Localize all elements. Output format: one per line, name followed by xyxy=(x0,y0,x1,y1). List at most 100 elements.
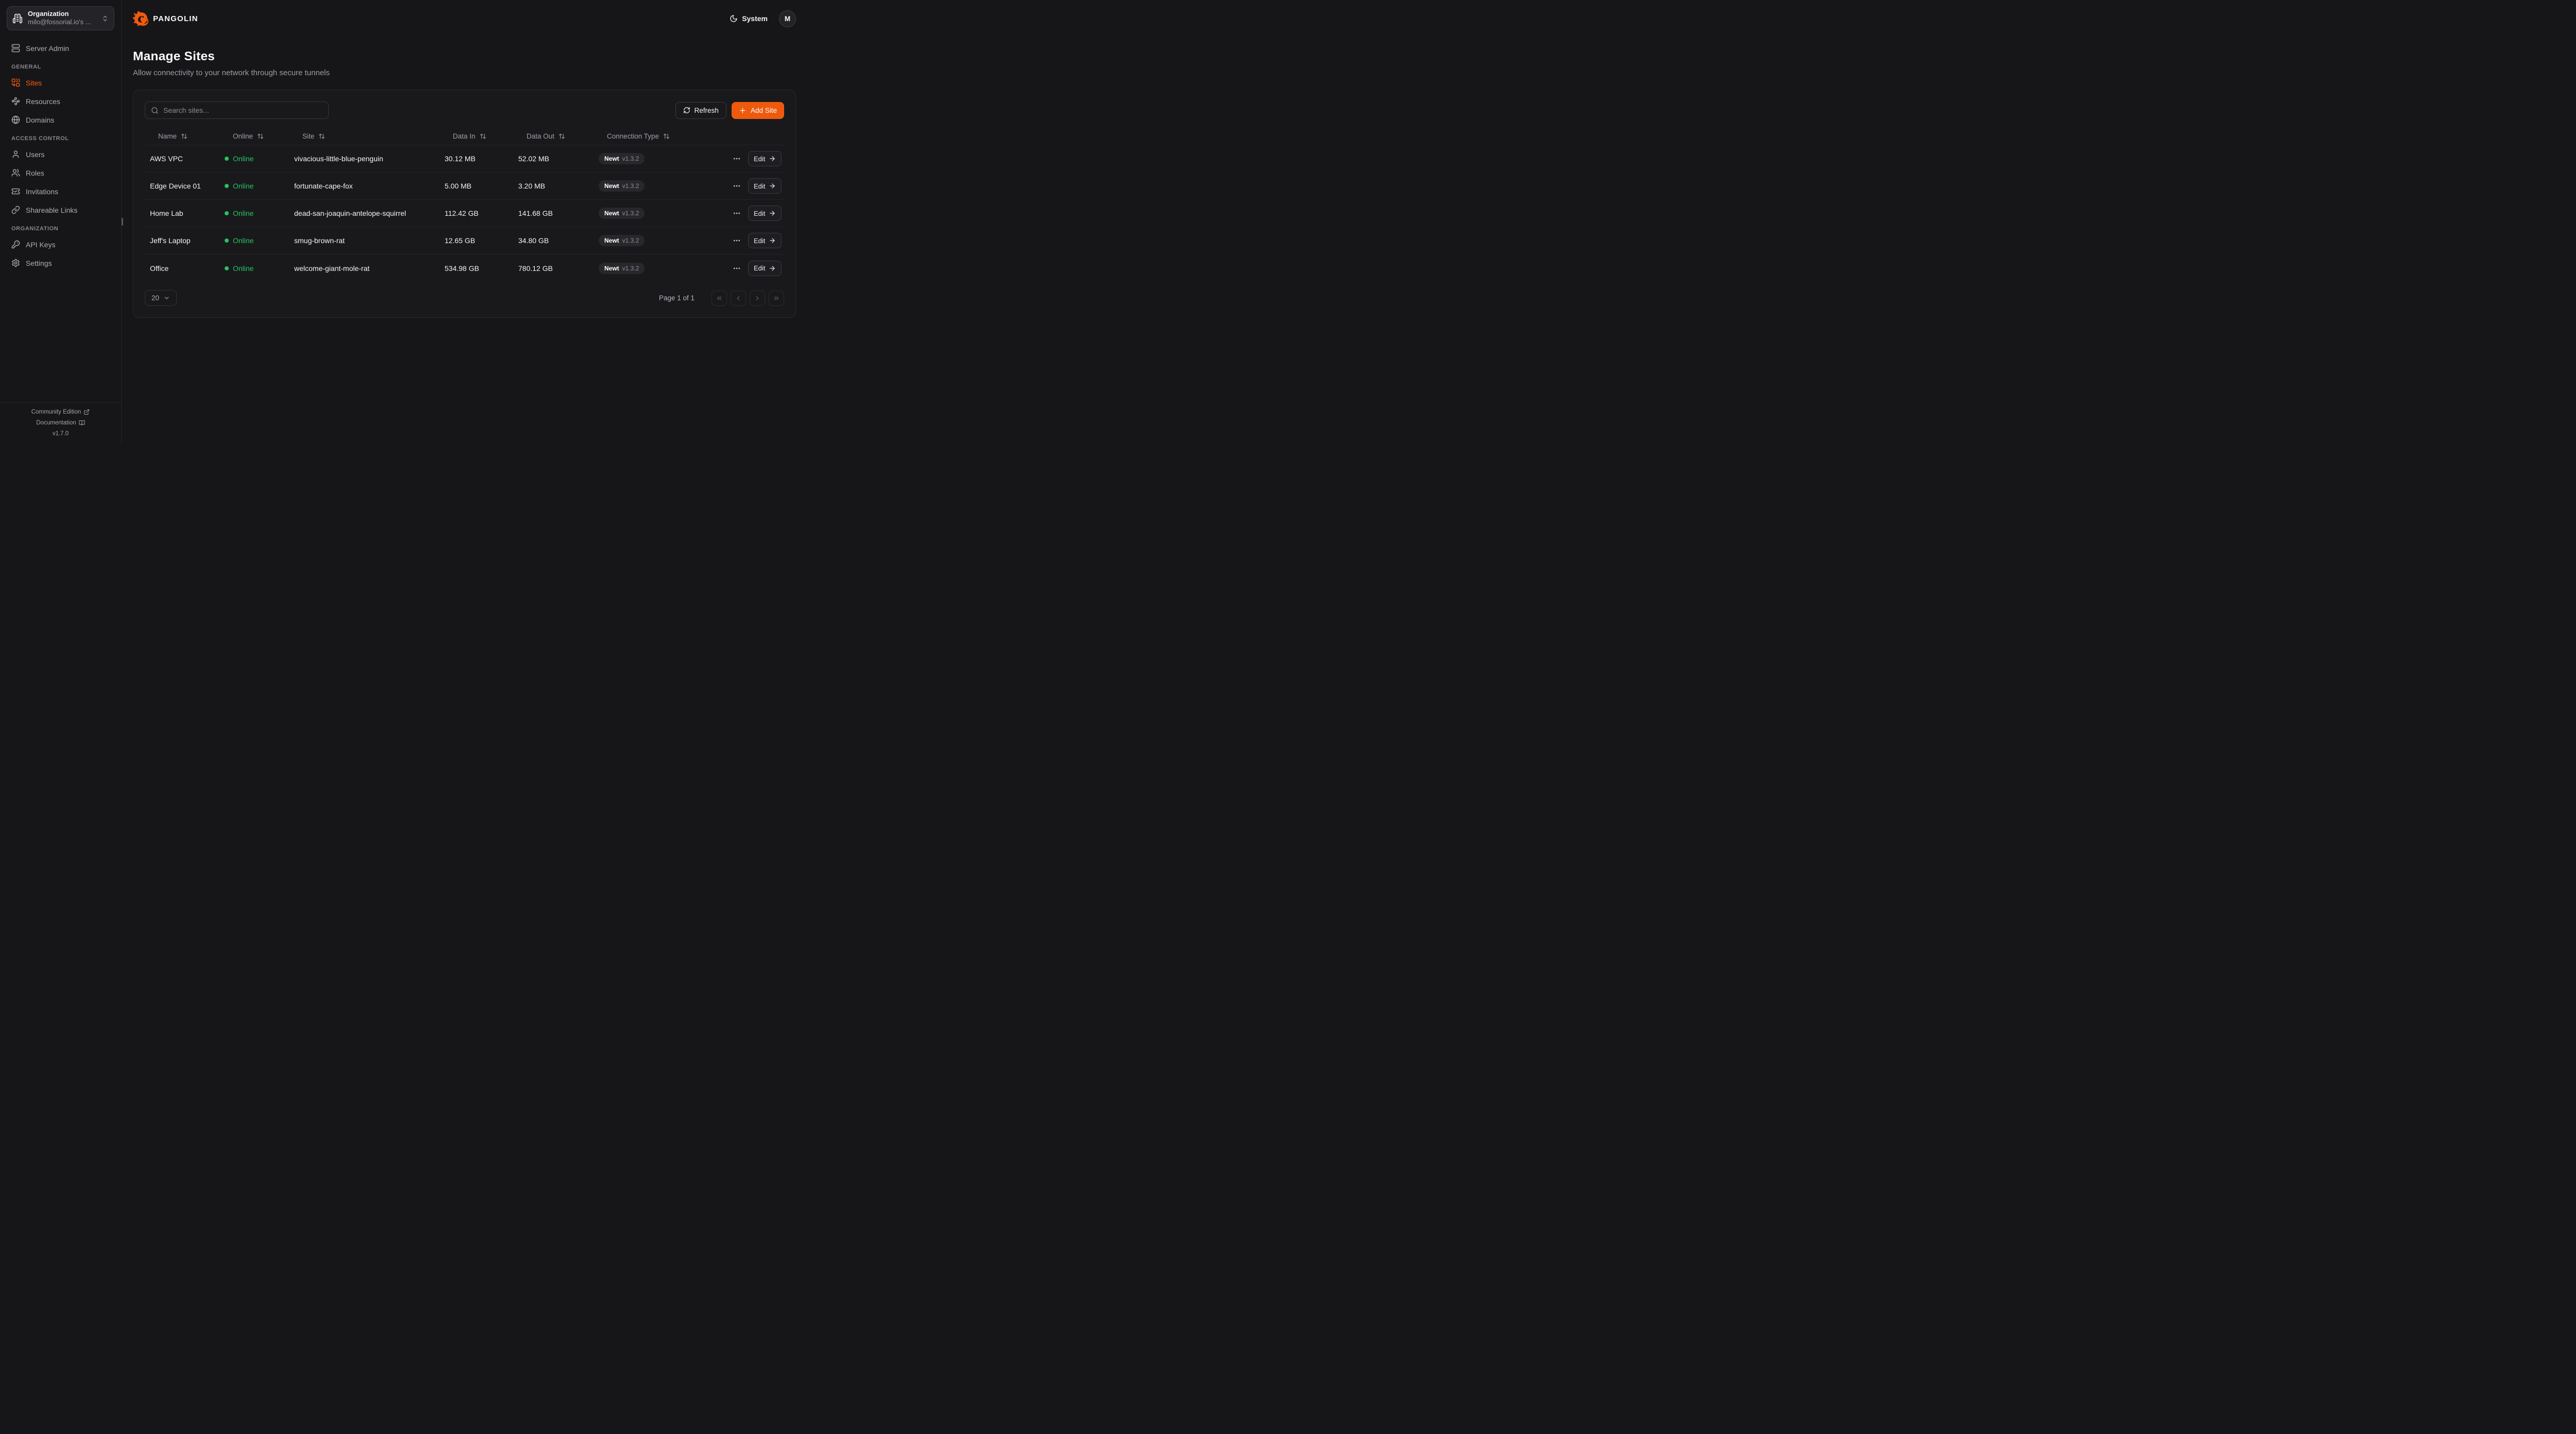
site-slug-cell: smug-brown-rat xyxy=(294,236,345,245)
sort-name-button[interactable]: Name xyxy=(158,132,188,140)
theme-toggle-button[interactable]: System xyxy=(730,14,768,23)
sidebar-item-users[interactable]: Users xyxy=(7,147,114,161)
online-dot-icon xyxy=(225,238,229,243)
next-page-button[interactable] xyxy=(750,290,765,306)
ellipsis-icon xyxy=(734,212,740,214)
row-actions-cell xyxy=(725,207,748,219)
sidebar-sections: GENERAL Sites Resources Domains ACCESS CONTR… xyxy=(7,64,114,270)
documentation-link[interactable]: Documentation xyxy=(5,420,116,426)
refresh-icon xyxy=(683,107,690,113)
sidebar-item-domains[interactable]: Domains xyxy=(7,113,114,127)
sidebar-item-sites[interactable]: Sites xyxy=(7,76,114,90)
chevrons-left-icon xyxy=(717,296,722,300)
arrow-right-icon xyxy=(770,265,775,271)
edit-button[interactable]: Edit xyxy=(748,151,782,166)
column-header-data-out: Data Out xyxy=(518,132,599,140)
add-site-button[interactable]: Add Site xyxy=(731,101,784,119)
site-status-cell: Online xyxy=(225,209,294,217)
building-icon xyxy=(12,13,23,23)
site-slug-cell: vivacious-little-blue-penguin xyxy=(294,155,383,163)
sort-data-out-button[interactable]: Data Out xyxy=(527,132,565,140)
row-actions-menu-button[interactable] xyxy=(731,180,743,192)
sort-site-button[interactable]: Site xyxy=(302,132,325,140)
data-out-cell: 34.80 GB xyxy=(518,236,549,245)
org-picker[interactable]: Organization milo@fossorial.io's ... xyxy=(7,6,114,30)
row-actions-menu-button[interactable] xyxy=(731,152,743,165)
edit-button[interactable]: Edit xyxy=(748,233,782,248)
sidebar-item-server-admin[interactable]: Server Admin xyxy=(7,41,114,55)
sidebar-item-settings[interactable]: Settings xyxy=(7,256,114,270)
online-dot-icon xyxy=(225,157,229,161)
sort-connection-type-button[interactable]: Connection Type xyxy=(607,132,670,140)
edit-cell: Edit xyxy=(748,206,784,221)
chevron-left-icon xyxy=(737,296,740,300)
table-body: AWS VPC Online vivacious-little-blue-pen… xyxy=(145,145,784,282)
column-header-connection-type: Connection Type xyxy=(599,132,725,140)
topbar-right: System M xyxy=(730,10,796,27)
row-actions-cell xyxy=(725,234,748,247)
data-in-cell: 12.65 GB xyxy=(445,236,476,245)
search-box xyxy=(145,101,329,119)
row-actions-menu-button[interactable] xyxy=(731,207,743,219)
connection-type-badge: Newt v1.3.2 xyxy=(599,262,645,274)
user-icon xyxy=(12,150,19,158)
section-label-general: GENERAL xyxy=(11,64,41,70)
moon-icon xyxy=(730,15,737,22)
sidebar-item-roles[interactable]: Roles xyxy=(7,166,114,180)
sidebar-nav: Server Admin GENERAL Sites Resources Domain… xyxy=(7,41,114,275)
page-header: Manage Sites Allow connectivity to your … xyxy=(122,49,808,77)
sidebar-item-shareable-links[interactable]: Shareable Links xyxy=(7,203,114,217)
column-header-name: Name xyxy=(145,132,225,140)
settings-icon xyxy=(12,259,20,267)
online-dot-icon xyxy=(225,266,229,270)
first-page-button[interactable] xyxy=(711,290,727,306)
server-icon xyxy=(11,44,20,53)
edit-button[interactable]: Edit xyxy=(748,178,782,194)
section-label-access-control: ACCESS CONTROL xyxy=(11,135,69,142)
connection-type-badge: Newt v1.3.2 xyxy=(599,180,645,192)
page-size-select[interactable]: 20 xyxy=(145,290,177,306)
row-actions-cell xyxy=(725,262,748,275)
connection-type-cell: Newt v1.3.2 xyxy=(599,180,725,192)
sort-data-in-button[interactable]: Data In xyxy=(453,132,486,140)
community-edition-link[interactable]: Community Edition xyxy=(5,409,116,415)
prev-page-button[interactable] xyxy=(731,290,746,306)
sidebar-resize-handle[interactable] xyxy=(122,218,123,226)
row-actions-cell xyxy=(725,152,748,165)
arrow-right-icon xyxy=(770,211,775,216)
pagination-bar: 20 Page 1 of 1 xyxy=(145,290,784,306)
ellipsis-icon xyxy=(734,267,740,269)
user-avatar[interactable]: M xyxy=(779,10,796,27)
sidebar-item-resources[interactable]: Resources xyxy=(7,94,114,108)
edit-button[interactable]: Edit xyxy=(748,260,782,276)
last-page-button[interactable] xyxy=(769,290,784,306)
row-actions-menu-button[interactable] xyxy=(731,234,743,247)
refresh-button[interactable]: Refresh xyxy=(675,101,726,119)
column-header-site: Site xyxy=(294,132,445,140)
app-root: Organization milo@fossorial.io's ... Ser… xyxy=(0,0,808,443)
chevron-down-icon xyxy=(164,297,169,299)
row-actions-menu-button[interactable] xyxy=(731,262,743,275)
site-status-cell: Online xyxy=(225,182,294,190)
chevron-right-icon xyxy=(756,296,759,300)
sidebar-item-invitations[interactable]: Invitations xyxy=(7,184,114,198)
connection-type-cell: Newt v1.3.2 xyxy=(599,153,725,164)
search-input[interactable] xyxy=(163,106,323,114)
org-name: milo@fossorial.io's ... xyxy=(28,18,91,26)
edit-button[interactable]: Edit xyxy=(748,206,782,221)
table-row: Jeff's Laptop Online smug-brown-rat 12.6… xyxy=(145,227,784,254)
arrow-right-icon xyxy=(770,183,775,189)
table-row: Home Lab Online dead-san-joaquin-antelop… xyxy=(145,200,784,227)
sort-online-button[interactable]: Online xyxy=(233,132,264,140)
connection-type-badge: Newt v1.3.2 xyxy=(599,208,645,219)
external-link-icon xyxy=(84,409,90,415)
connection-type-cell: Newt v1.3.2 xyxy=(599,235,725,246)
pager: Page 1 of 1 xyxy=(659,290,784,306)
site-name-cell: Edge Device 01 xyxy=(150,182,201,190)
edit-cell: Edit xyxy=(748,233,784,248)
site-status-cell: Online xyxy=(225,264,294,272)
sidebar-item-api-keys[interactable]: API Keys xyxy=(7,237,114,251)
chevrons-up-down-icon xyxy=(103,15,107,21)
data-out-cell: 52.02 MB xyxy=(518,155,549,163)
section-label-organization: ORGANIZATION xyxy=(11,226,59,232)
